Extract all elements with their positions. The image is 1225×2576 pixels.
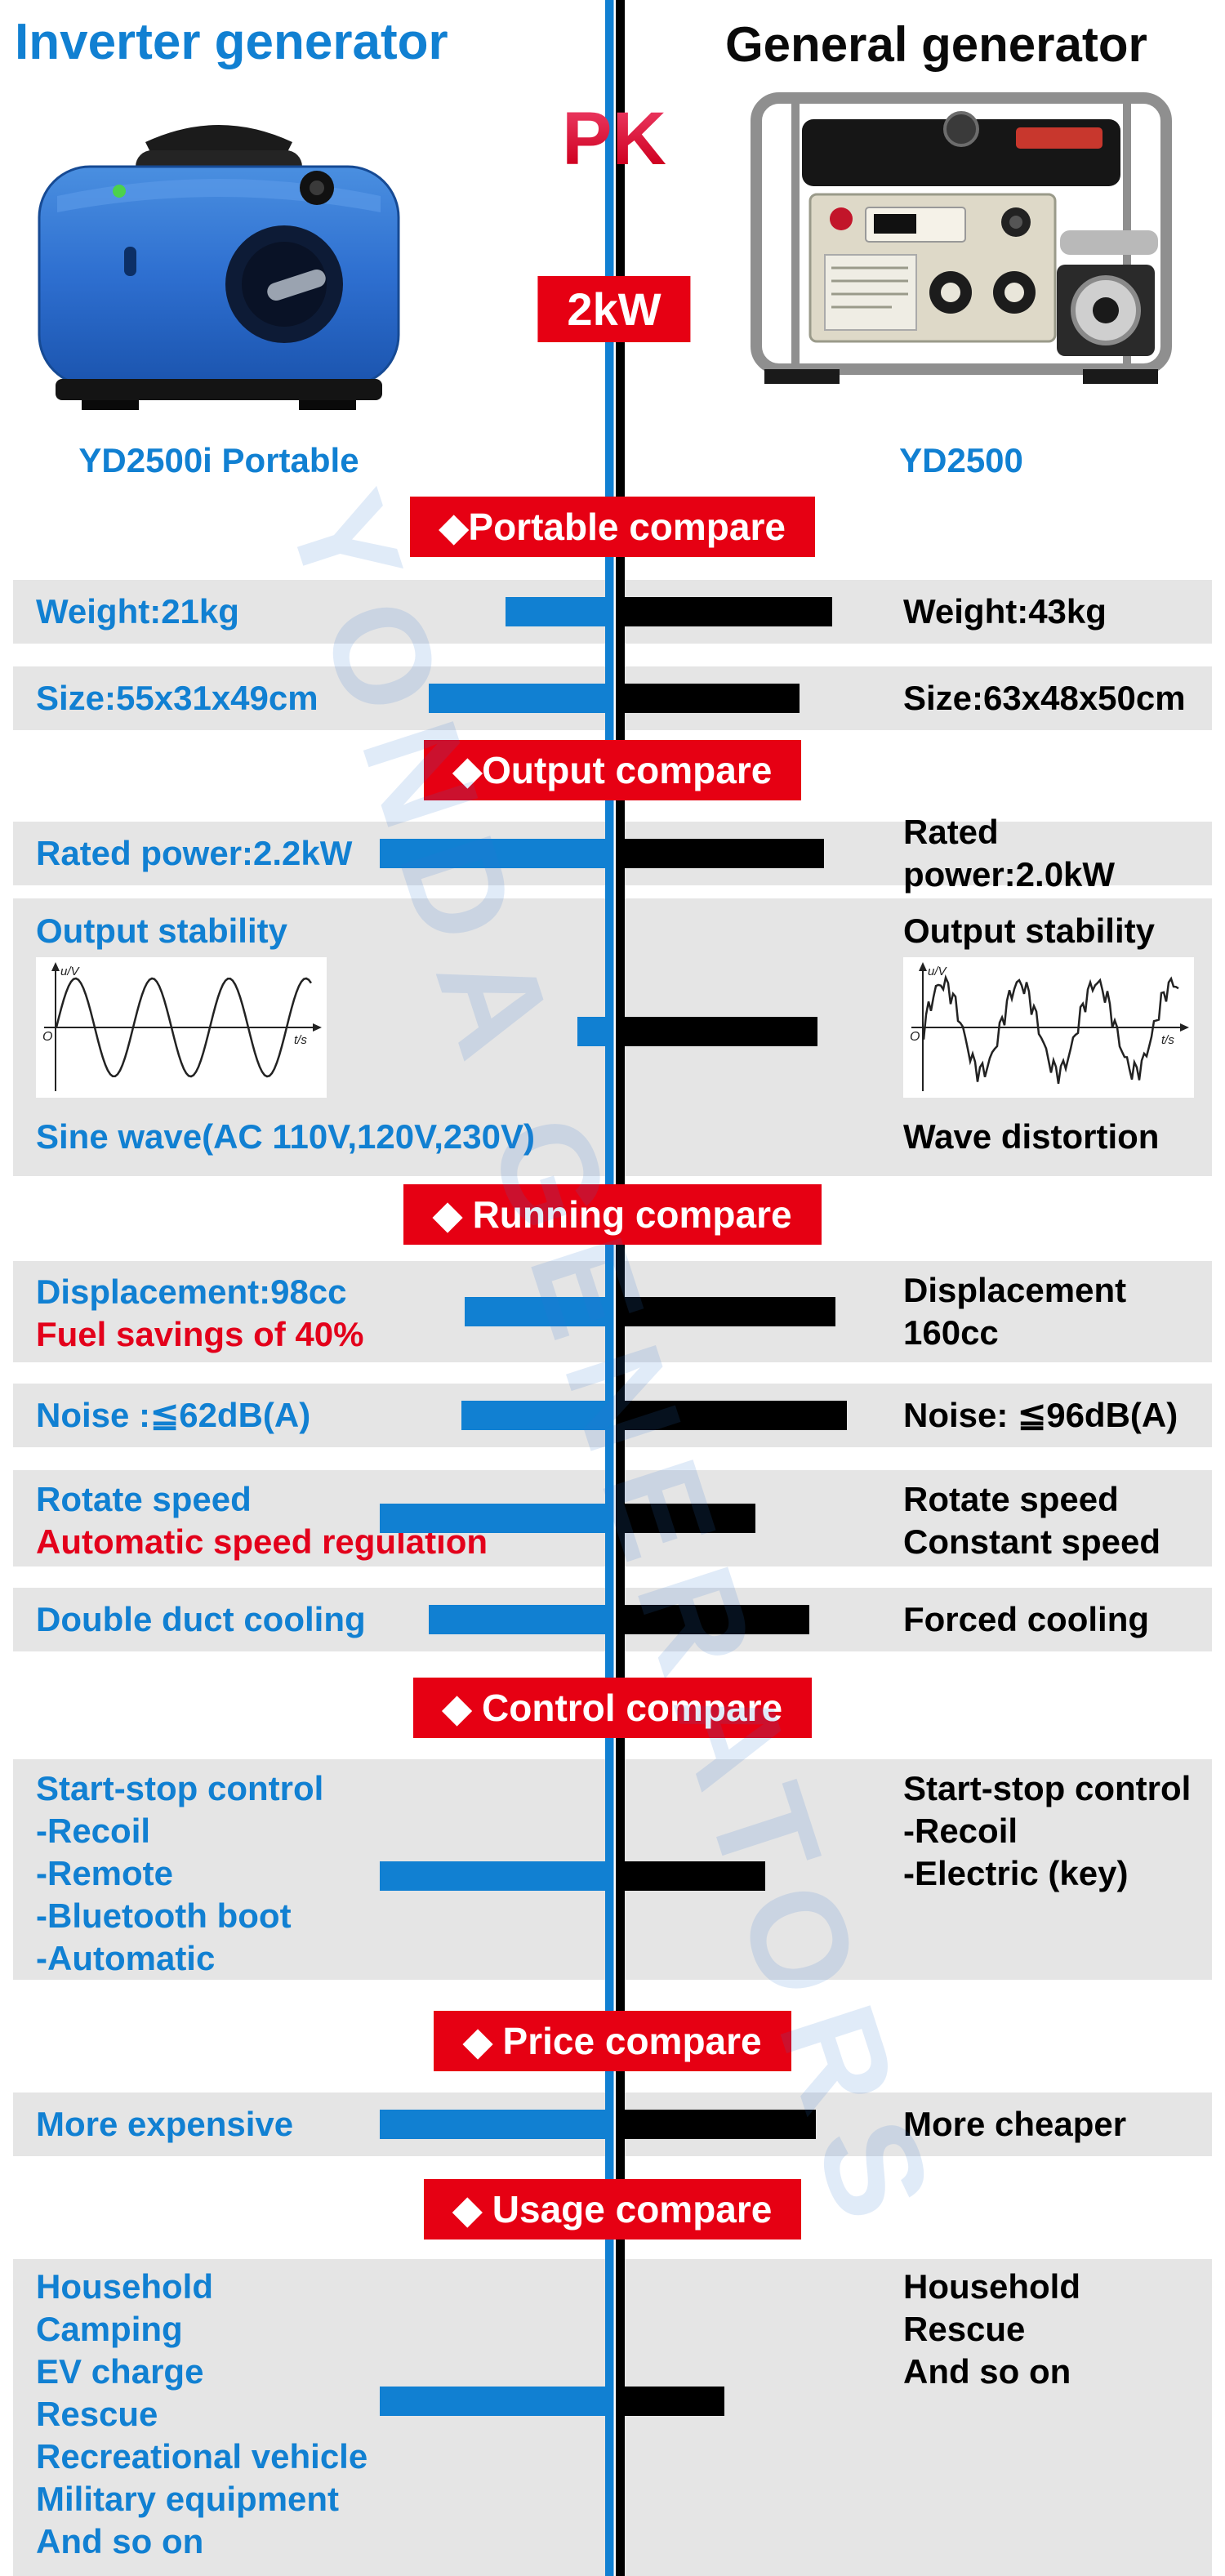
right-caption: Wave distortion bbox=[903, 1117, 1160, 1156]
left-label: Output stability bbox=[36, 911, 287, 950]
bar-left bbox=[506, 597, 605, 626]
right-value: Noise: ≦96dB(A) bbox=[903, 1396, 1178, 1434]
left-line: Rescue bbox=[36, 2395, 158, 2433]
right-model-name: YD2500 bbox=[899, 441, 1023, 479]
x-axis-label: t/s bbox=[1161, 1033, 1174, 1047]
sine-wave-chart: u/V t/s O bbox=[36, 957, 327, 1098]
y-axis-label: u/V bbox=[928, 965, 948, 978]
bar-left bbox=[380, 1504, 605, 1533]
bar-left bbox=[461, 1401, 605, 1430]
left-value: More expensive bbox=[36, 2105, 294, 2143]
left-value: Weight:21kg bbox=[36, 592, 239, 631]
right-value: Household Rescue And so on bbox=[903, 2266, 1080, 2393]
right-value: Forced cooling bbox=[903, 1600, 1150, 1638]
left-value: Displacement:98cc Fuel savings of 40% bbox=[36, 1271, 363, 1356]
bar-right bbox=[625, 1605, 809, 1634]
right-line: Constant speed bbox=[903, 1522, 1161, 1561]
bar-left bbox=[380, 1861, 605, 1891]
right-value: Weight:43kg bbox=[903, 592, 1107, 631]
bar-left bbox=[465, 1297, 605, 1326]
right-line: -Recoil bbox=[903, 1812, 1018, 1850]
right-value: More cheaper bbox=[903, 2105, 1127, 2143]
bar-left bbox=[577, 1017, 605, 1046]
bar-left bbox=[429, 684, 605, 713]
right-line: Start-stop control bbox=[903, 1769, 1192, 1807]
section-header-usage: ◆ Usage compare bbox=[423, 2179, 802, 2240]
left-line: -Recoil bbox=[36, 1812, 151, 1850]
origin-label: O bbox=[910, 1030, 920, 1044]
y-axis-label: u/V bbox=[60, 965, 81, 978]
bar-left bbox=[380, 2387, 605, 2416]
left-value: Rotate speed Automatic speed regulation bbox=[36, 1478, 488, 1563]
left-caption: Sine wave(AC 110V,120V,230V) bbox=[36, 1117, 535, 1156]
left-line: -Remote bbox=[36, 1854, 174, 1892]
left-line: Household bbox=[36, 2267, 213, 2306]
left-line: EV charge bbox=[36, 2352, 204, 2391]
left-line: Displacement:98cc bbox=[36, 1272, 347, 1311]
bar-right bbox=[625, 597, 832, 626]
right-line: And so on bbox=[903, 2352, 1071, 2391]
left-line-accent: Fuel savings of 40% bbox=[36, 1315, 364, 1353]
left-line: -Automatic bbox=[36, 1939, 216, 1977]
bar-right bbox=[625, 2110, 816, 2139]
x-axis-label: t/s bbox=[294, 1033, 307, 1047]
left-product-title: Inverter generator bbox=[15, 14, 448, 70]
left-model-name: YD2500i Portable bbox=[78, 441, 359, 479]
power-badge: 2kW bbox=[537, 276, 691, 342]
right-line: Household bbox=[903, 2267, 1080, 2306]
bar-left bbox=[429, 1605, 605, 1634]
left-value: Start-stop control -Recoil -Remote -Blue… bbox=[36, 1767, 323, 1980]
right-line: -Electric (key) bbox=[903, 1854, 1129, 1892]
center-divider bbox=[605, 0, 625, 2576]
left-line: Military equipment bbox=[36, 2480, 340, 2518]
left-line: Start-stop control bbox=[36, 1769, 324, 1807]
left-value: Size:55x31x49cm bbox=[36, 679, 318, 717]
bar-left bbox=[380, 2110, 605, 2139]
right-value: Size:63x48x50cm bbox=[903, 679, 1186, 717]
right-line: Rotate speed bbox=[903, 1480, 1119, 1518]
origin-label: O bbox=[42, 1030, 52, 1044]
left-line: Camping bbox=[36, 2310, 183, 2348]
right-value: Rated power:2.0kW bbox=[903, 813, 1116, 894]
section-header-output: ◆Output compare bbox=[423, 740, 802, 800]
left-line: And so on bbox=[36, 2522, 204, 2560]
left-line: Rotate speed bbox=[36, 1480, 252, 1518]
left-value: Household Camping EV charge Rescue Recre… bbox=[36, 2266, 368, 2563]
bar-left bbox=[380, 839, 605, 868]
left-value: Double duct cooling bbox=[36, 1600, 366, 1638]
bar-right bbox=[625, 1297, 835, 1326]
section-header-price: ◆ Price compare bbox=[434, 2011, 791, 2071]
pk-versus-label: PK bbox=[562, 97, 666, 180]
right-value: Rotate speed Constant speed bbox=[903, 1478, 1160, 1563]
bar-right bbox=[625, 1401, 847, 1430]
inverter-generator-image bbox=[23, 91, 415, 422]
hero-section: Inverter generator General generator PK … bbox=[0, 0, 1225, 490]
bar-right bbox=[625, 684, 800, 713]
section-header-running: ◆ Running compare bbox=[403, 1184, 822, 1245]
general-generator-image bbox=[745, 87, 1178, 426]
distorted-wave-path bbox=[922, 974, 1179, 1084]
sine-wave-path bbox=[55, 977, 312, 1078]
bar-right bbox=[625, 1504, 755, 1533]
bar-right bbox=[625, 1861, 765, 1891]
distorted-wave-chart: u/V t/s O bbox=[903, 957, 1194, 1098]
left-value: Rated power:2.2kW bbox=[36, 834, 353, 872]
left-line: -Bluetooth boot bbox=[36, 1896, 292, 1935]
right-value: Displacement 160cc bbox=[903, 1271, 1127, 1352]
right-product-title: General generator bbox=[725, 17, 1147, 72]
right-line: Rescue bbox=[903, 2310, 1026, 2348]
right-label: Output stability bbox=[903, 911, 1155, 950]
bar-right bbox=[625, 1017, 817, 1046]
left-line: Recreational vehicle bbox=[36, 2437, 368, 2476]
bar-right bbox=[625, 839, 824, 868]
left-value: Noise :≦62dB(A) bbox=[36, 1396, 311, 1434]
section-header-portable: ◆Portable compare bbox=[410, 497, 815, 557]
right-value: Start-stop control -Recoil -Electric (ke… bbox=[903, 1767, 1191, 1895]
section-header-control: ◆ Control compare bbox=[412, 1678, 813, 1738]
bar-right bbox=[625, 2387, 724, 2416]
